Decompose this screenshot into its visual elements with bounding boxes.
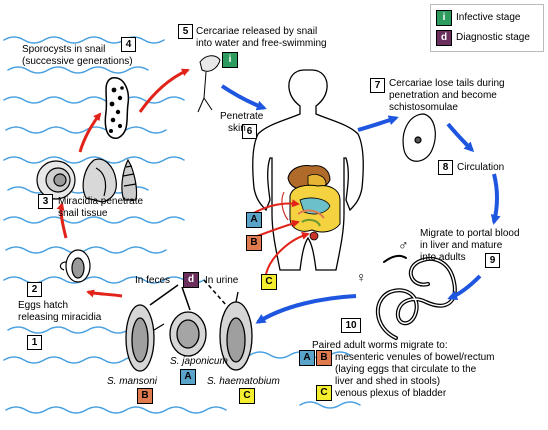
step-6-label: 6	[242, 124, 257, 139]
cercaria-drawing	[197, 55, 221, 113]
s-haematobium-label: S. haematobium	[207, 376, 280, 387]
body-tag-b: B	[246, 235, 262, 251]
schistosomulum-drawing	[402, 113, 436, 162]
penetrate-skin-text-1: Penetrate	[220, 111, 264, 122]
cercariae-lose-text-2: penetration and become	[389, 90, 497, 101]
mansoni-tag-b: B	[137, 388, 153, 404]
in-feces-text: In feces	[135, 275, 171, 286]
bladder-tag-c: C	[316, 385, 332, 401]
step-7-label: 7	[370, 78, 385, 93]
legend-infective-text: Infective stage	[456, 12, 521, 23]
paired-adult-text-5: venous plexus of bladder	[335, 388, 447, 399]
paired-adult-text-4: liver and shed in stools)	[335, 376, 441, 387]
cercariae-released-text-1: Cercariae released by snail	[196, 26, 318, 37]
internal-organs-drawing	[281, 165, 341, 241]
step-5-label: 5	[178, 24, 193, 39]
body-tag-c: C	[261, 274, 277, 290]
step-3-label: 3	[38, 194, 53, 209]
legend-diagnostic-text: Diagnostic stage	[456, 32, 530, 43]
step-10-label: 10	[341, 318, 361, 333]
s-japonicum-label: S. japonicum	[170, 356, 228, 367]
legend-diagnostic-tag: d	[436, 30, 452, 46]
penetrate-skin-text-2: skin	[228, 123, 246, 134]
japonicum-tag-a: A	[180, 369, 196, 385]
source-lines	[149, 279, 227, 311]
sporocysts-text-1: Sporocysts in snail	[22, 44, 106, 55]
s-mansoni-label: S. mansoni	[107, 376, 158, 387]
miracidia-text-1: Miracidia penetrate	[58, 196, 144, 207]
step-2-label: 2	[27, 282, 42, 297]
migrate-portal-text-2: in liver and mature	[420, 240, 503, 251]
step-4-label: 4	[121, 37, 136, 52]
eggs-hatch-text-1: Eggs hatch	[18, 300, 69, 311]
adult-worms-drawing	[375, 254, 457, 340]
migrate-portal-text-3: into adults	[420, 252, 466, 263]
bowel-tag-b: B	[316, 350, 332, 366]
miracidium-drawing	[59, 249, 91, 283]
paired-adult-text-3: (laying eggs that circulate to the	[335, 364, 477, 375]
paired-adult-text-1: Paired adult worms migrate to:	[312, 340, 448, 351]
eggs-hatch-text-2: releasing miracidia	[18, 312, 102, 323]
cercariae-lose-text-1: Cercariae lose tails during	[389, 78, 505, 89]
sporocyst-drawing	[104, 77, 130, 139]
cercariae-lose-text-3: schistosomulae	[389, 102, 458, 113]
diagnostic-stage-tag: d	[183, 272, 199, 288]
migrate-portal-text-1: Migrate to portal blood	[420, 228, 520, 239]
snails-drawing	[36, 158, 138, 203]
male-symbol: ♂	[398, 237, 409, 253]
eggs-drawing	[125, 291, 253, 372]
paired-adult-text-2: mesenteric venules of bowel/rectum	[335, 352, 495, 363]
bowel-tag-a: A	[299, 350, 315, 366]
blue-arrows	[220, 84, 501, 324]
miracidia-text-2: snail tissue	[58, 208, 108, 219]
step-9-label: 9	[485, 253, 500, 268]
infective-stage-tag: i	[222, 52, 238, 68]
step-8-label: 8	[438, 160, 453, 175]
female-symbol: ♀	[356, 269, 367, 285]
cercariae-released-text-2: into water and free-swimming	[196, 38, 327, 49]
in-urine-text: In urine	[205, 275, 239, 286]
step-1-label: 1	[27, 335, 42, 350]
circulation-text: Circulation	[457, 162, 505, 173]
sporocysts-text-2: (successive generations)	[22, 56, 133, 67]
legend-infective-tag: i	[436, 10, 452, 26]
body-tag-a: A	[246, 212, 262, 228]
haematobium-tag-c: C	[239, 388, 255, 404]
